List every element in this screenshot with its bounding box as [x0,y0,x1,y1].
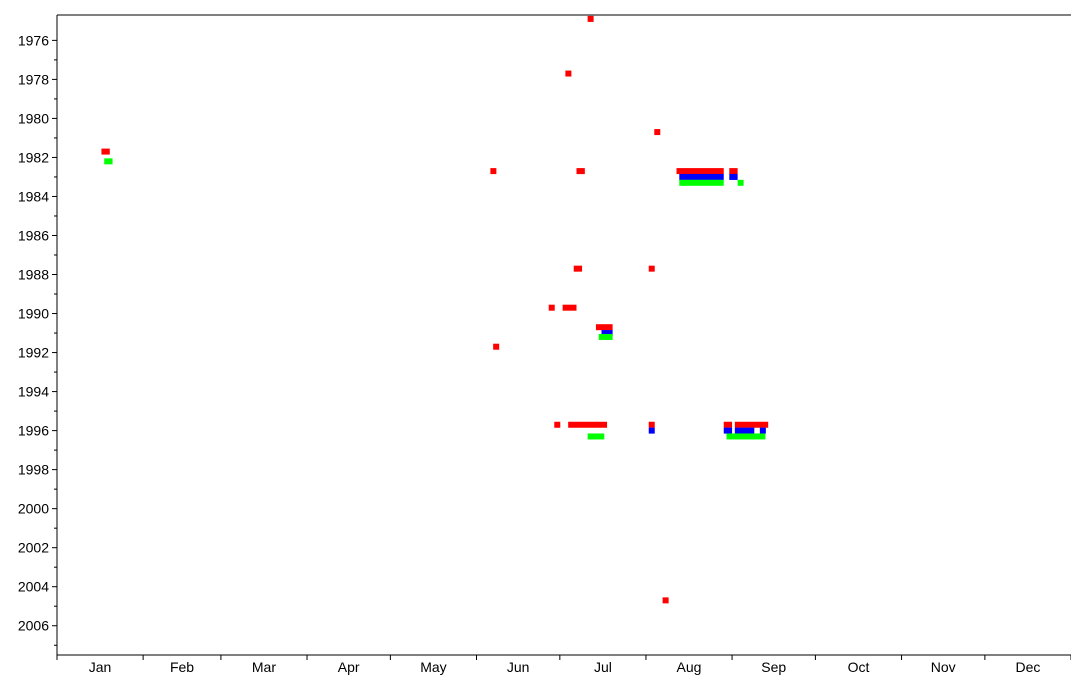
red-segment [101,148,110,155]
y-tick-label: 1976 [18,32,49,48]
blue-segment [759,427,766,434]
x-tick-label: Jan [89,659,112,675]
x-tick-label: Nov [931,659,956,675]
red-segment [554,421,561,428]
red-segment [490,168,497,175]
x-tick-label: Aug [677,659,702,675]
red-segment [573,265,583,272]
red-segment [587,15,594,22]
y-tick-label: 1994 [18,384,49,400]
x-tick-label: Feb [170,659,194,675]
green-segment [726,433,766,440]
red-segment [648,421,655,428]
red-segment [654,129,661,136]
y-tick-label: 1998 [18,462,49,478]
red-segment [723,421,733,428]
x-tick-label: Oct [848,659,870,675]
blue-segment [734,427,755,434]
red-segment [595,324,613,331]
x-tick-label: Mar [252,659,276,675]
x-tick-label: Jun [507,659,530,675]
green-segment [598,333,613,340]
chart-axes [56,14,1071,656]
red-segment [734,421,769,428]
y-tick-label: 1992 [18,345,49,361]
red-segment [562,304,577,311]
y-tick-label: 2004 [18,579,49,595]
chart-marks [101,15,769,604]
red-segment [548,304,555,311]
red-segment [729,168,738,175]
y-tick-label: 2002 [18,540,49,556]
red-segment [576,168,585,175]
red-segment [662,597,669,604]
y-tick-label: 1988 [18,267,49,283]
y-ticks: 1976 1978 1980 1982 1984 1986 1988 1990 1992 1994… [18,32,57,646]
y-tick-label: 2006 [18,618,49,634]
green-segment [587,433,605,440]
x-tick-label: Dec [1015,659,1040,675]
y-tick-label: 1996 [18,423,49,439]
blue-segment [729,173,738,180]
y-tick-label: 1990 [18,306,49,322]
y-tick-label: 1984 [18,188,49,204]
y-tick-label: 1986 [18,227,49,243]
blue-segment [723,427,733,434]
red-segment [676,168,724,175]
red-segment [568,421,608,428]
blue-segment [601,330,613,337]
green-segment [104,158,113,165]
x-tick-label: Jul [594,659,612,675]
green-segment [679,179,724,186]
y-tick-label: 1978 [18,71,49,87]
y-tick-label: 2000 [18,501,49,517]
x-tick-label: Sep [761,659,786,675]
red-segment [565,70,572,77]
blue-segment [648,427,655,434]
x-tick-label: May [420,659,446,675]
x-ticks: Jan Feb Mar Apr May Jun Jul Aug Sep Oct Nov Dec [56,655,1071,675]
y-tick-label: 1980 [18,110,49,126]
green-segment [737,179,744,186]
x-tick-label: Apr [338,659,360,675]
red-segment [493,343,500,350]
blue-segment [679,173,724,180]
red-segment [648,265,655,272]
y-tick-label: 1982 [18,149,49,165]
